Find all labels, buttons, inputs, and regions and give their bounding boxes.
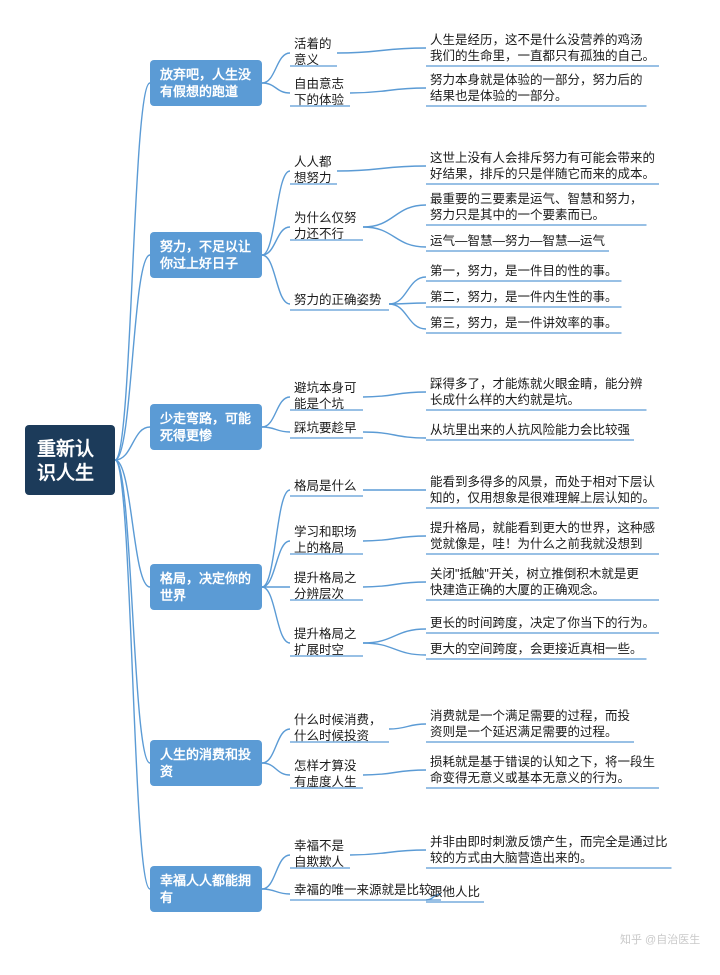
connector xyxy=(363,770,426,775)
sub-label: 提升格局之扩展时空 xyxy=(294,626,357,657)
sub-label: 幸福的唯一来源就是比较 xyxy=(294,882,432,897)
sub-label: 自由意志下的体验 xyxy=(294,76,345,107)
detail-text: 消费就是一个满足需要的过程，而投资则是一个延迟满足需要的过程。 xyxy=(430,708,630,739)
detail-text: 跟他人比 xyxy=(430,885,480,899)
detail-text: 更长的时间跨度，决定了你当下的行为。 xyxy=(430,615,655,630)
sub-label: 活着的意义 xyxy=(294,36,332,67)
detail-text: 运气—智慧—努力—智慧—运气 xyxy=(430,233,606,248)
connector xyxy=(262,427,290,432)
connector xyxy=(389,277,426,304)
detail-text: 第三，努力，是一件讲效率的事。 xyxy=(430,315,618,330)
connector xyxy=(389,724,426,729)
detail-text: 并非由即时刺激反馈产生，而完全是通过比较的方式由大脑营造出来的。 xyxy=(430,834,668,865)
sub-label: 学习和职场上的格局 xyxy=(294,524,357,555)
connector xyxy=(363,432,426,438)
detail-text: 损耗就是基于错误的认知之下，将一段生命变得无意义或基本无意义的行为。 xyxy=(430,754,655,785)
detail-text: 更大的空间跨度，会更接近真相一些。 xyxy=(430,641,643,656)
connector xyxy=(363,582,426,587)
mindmap-container: 重新认识人生放弃吧，人生没有假想的跑道活着的意义人生是经历，这不是什么没营养的鸡… xyxy=(10,20,710,955)
connector xyxy=(262,729,290,763)
connector xyxy=(337,48,426,53)
detail-text: 努力本身就是体验的一部分，努力后的结果也是体验的一部分。 xyxy=(430,72,643,103)
sub-label: 努力的正确姿势 xyxy=(294,292,382,307)
connector xyxy=(262,541,290,587)
detail-text: 第一，努力，是一件目的性的事。 xyxy=(430,263,618,278)
connector xyxy=(363,536,426,541)
sub-label: 人人都想努力 xyxy=(294,155,332,185)
connector xyxy=(262,53,290,83)
connector xyxy=(115,460,150,763)
sub-label: 什么时候消费，什么时候投资 xyxy=(294,713,382,743)
watermark: 知乎 @自治医生 xyxy=(620,932,700,946)
detail-text: 从坑里出来的人抗风险能力会比较强 xyxy=(430,422,631,437)
connector xyxy=(363,629,426,643)
connector xyxy=(363,205,426,227)
sub-label: 格局是什么 xyxy=(294,478,357,493)
sub-label: 为什么仅努力还不行 xyxy=(294,210,357,241)
connector xyxy=(262,397,290,427)
detail-text: 踩得多了，才能炼就火眼金睛，能分辨长成什么样的大约就是坑。 xyxy=(430,376,643,407)
connector xyxy=(262,83,290,93)
sub-label: 怎样才算没有虚度人生 xyxy=(294,758,357,789)
connector xyxy=(115,83,150,460)
connector xyxy=(363,227,426,247)
connector xyxy=(115,460,150,587)
sub-label: 避坑本身可能是个坑 xyxy=(294,380,357,411)
detail-text: 能看到多得多的风景，而处于相对下层认知的，仅用想象是很难理解上层认知的。 xyxy=(430,474,656,505)
sub-label: 踩坑要趁早 xyxy=(294,420,357,435)
detail-text: 第二，努力，是一件内生性的事。 xyxy=(430,289,618,304)
connector xyxy=(350,88,426,93)
connector xyxy=(262,490,290,587)
connector xyxy=(350,850,426,855)
connector xyxy=(262,763,290,775)
detail-text: 这世上没有人会排斥努力有可能会带来的好结果，排斥的只是伴随它而来的成本。 xyxy=(430,150,655,181)
connector xyxy=(262,255,290,304)
detail-text: 提升格局，就能看到更大的世界，这种感觉就像是，哇！为什么之前我就没想到 xyxy=(430,520,655,551)
connector xyxy=(389,304,426,329)
connector xyxy=(262,587,290,643)
connector xyxy=(363,392,426,397)
connector xyxy=(262,855,290,889)
root-node xyxy=(25,425,115,495)
detail-text: 人生是经历，这不是什么没营养的鸡汤我们的生命里，一直都只有孤独的自己。 xyxy=(430,32,655,63)
detail-text: 最重要的三要素是运气、智慧和努力，努力只是其中的一个要素而已。 xyxy=(430,191,643,222)
mindmap-svg: 重新认识人生放弃吧，人生没有假想的跑道活着的意义人生是经历，这不是什么没营养的鸡… xyxy=(10,20,720,955)
detail-text: 关闭"抵触"开关，树立推倒积木就是更快建造正确的大厦的正确观念。 xyxy=(430,566,639,597)
sub-label: 幸福不是自欺欺人 xyxy=(294,838,345,869)
connector xyxy=(363,643,426,655)
connector xyxy=(262,889,290,894)
sub-label: 提升格局之分辨层次 xyxy=(294,570,357,601)
connector xyxy=(337,166,426,171)
